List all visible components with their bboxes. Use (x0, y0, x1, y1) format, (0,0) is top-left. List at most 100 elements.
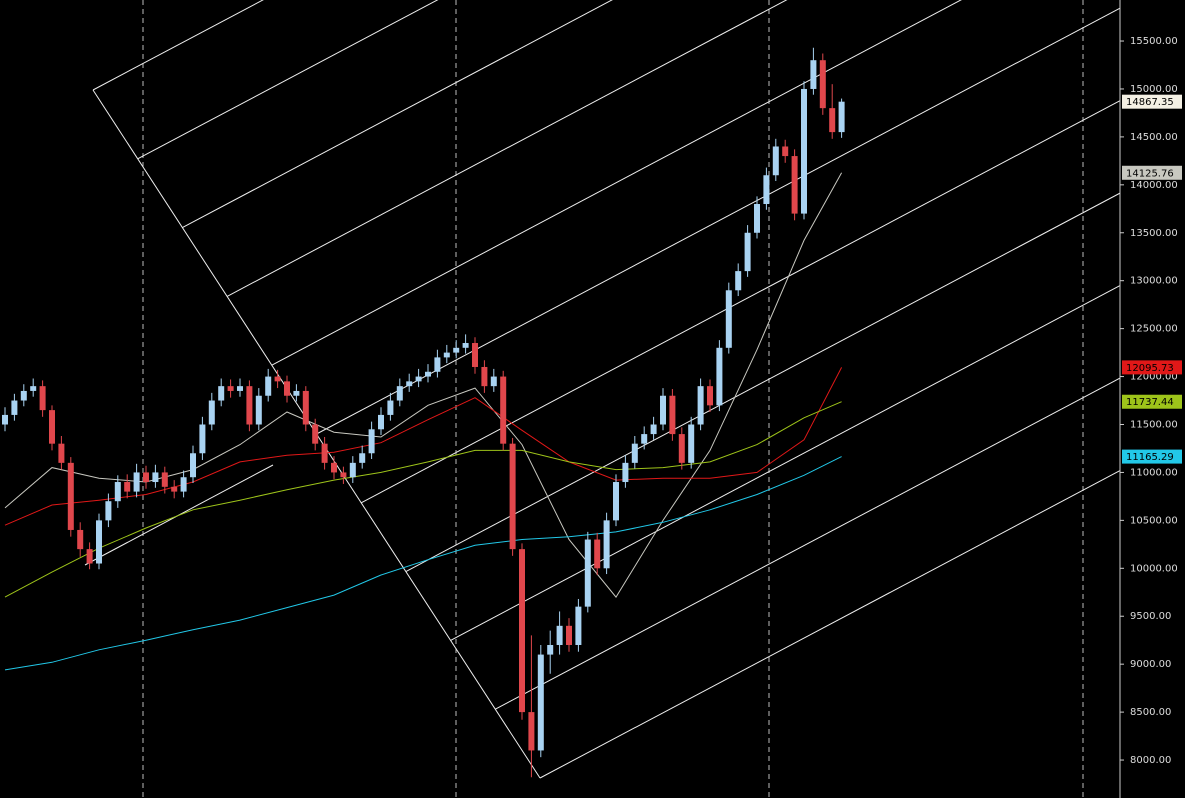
y-tick-label: 10000.00 (1130, 563, 1178, 574)
candle-body (124, 482, 131, 492)
time-separators (142, 0, 1084, 798)
candle-body (481, 366, 488, 387)
candle-body (302, 390, 309, 425)
candle-body (396, 386, 403, 401)
candle-body (603, 520, 610, 569)
candle-body (688, 424, 695, 463)
candle-body (443, 352, 450, 358)
candle-body (378, 414, 384, 430)
candle-body (49, 410, 55, 444)
y-tick-label: 14000.00 (1130, 180, 1178, 191)
y-tick-label: 8000.00 (1130, 755, 1171, 766)
candle-body (96, 520, 102, 564)
fork-line (271, 0, 962, 366)
y-tick-label: 10500.00 (1130, 515, 1178, 526)
candle-body (425, 371, 431, 377)
price-label-box (1122, 165, 1182, 180)
candle-body (274, 376, 281, 382)
candle-body (575, 606, 582, 645)
candle-body (293, 390, 300, 396)
candle-body (133, 472, 140, 492)
y-tick-label: 11500.00 (1130, 420, 1178, 431)
candle-body (697, 386, 704, 425)
candle-body (114, 482, 121, 502)
candle-body (161, 472, 168, 487)
candle-body (67, 462, 74, 530)
moving-average (4, 401, 842, 598)
candle-body (58, 443, 65, 463)
candle-body (255, 395, 262, 425)
candle-body (829, 108, 836, 133)
candle-body (509, 443, 516, 550)
candle-body (725, 290, 732, 348)
candle-body (331, 462, 337, 473)
candle-body (77, 529, 84, 550)
price-label-box (1122, 360, 1182, 375)
price-label: 11165.29 (1126, 452, 1174, 463)
moving-average (4, 456, 842, 671)
fork-line (137, 0, 439, 160)
candle-body (349, 462, 356, 478)
candle-body (208, 400, 215, 425)
y-tick-label: 13500.00 (1130, 228, 1178, 239)
candle-body (556, 625, 563, 645)
pitchfork (84, 0, 1121, 779)
fork-line (405, 192, 1121, 573)
fork-line (539, 470, 1121, 779)
candle-body (218, 386, 225, 401)
candle-body (782, 146, 789, 157)
candle-body (537, 654, 544, 751)
candle-body (406, 381, 413, 387)
candle-body (678, 434, 685, 463)
candle-body (735, 271, 742, 291)
candle-body (838, 101, 845, 133)
y-tick-label: 13000.00 (1130, 276, 1178, 287)
candle-body (716, 347, 723, 406)
candle-body (199, 424, 206, 454)
y-tick-label: 12500.00 (1130, 324, 1178, 335)
price-label: 11737.44 (1126, 397, 1174, 408)
candle-body (30, 386, 37, 391)
candle-body (744, 232, 751, 272)
price-label: 14867.35 (1126, 97, 1174, 108)
candle-body (387, 400, 394, 415)
candle-body (368, 429, 375, 454)
y-tick-label: 12000.00 (1130, 372, 1178, 383)
price-label: 14125.76 (1126, 168, 1174, 179)
candle-body (171, 486, 178, 492)
candle-body (227, 386, 234, 391)
candle-body (11, 400, 18, 415)
candle-body (490, 376, 497, 387)
y-tick-label: 9500.00 (1130, 611, 1171, 622)
fork-line (360, 100, 1121, 504)
candle-body (39, 386, 46, 411)
candle-body (180, 477, 187, 492)
candle-body (801, 88, 807, 214)
candle-body (772, 146, 779, 176)
fork-line (226, 0, 788, 297)
candle-body (434, 357, 441, 372)
candle-body (472, 343, 478, 367)
price-label: 12095.73 (1126, 363, 1174, 374)
candle-body (152, 472, 159, 483)
candle-body (707, 386, 713, 406)
candle-body (246, 386, 253, 425)
fork-line (182, 0, 613, 229)
candle-body (594, 539, 601, 569)
candle-body (20, 390, 27, 401)
y-tick-label: 8500.00 (1130, 707, 1171, 718)
fork-line (450, 285, 1121, 641)
candle-body (265, 376, 272, 396)
fork-line (316, 7, 1121, 435)
y-tick-label: 15500.00 (1130, 36, 1178, 47)
candle-body (340, 472, 347, 478)
candle-body (415, 376, 422, 382)
candle-body (650, 424, 657, 435)
y-tick-label: 9000.00 (1130, 659, 1171, 670)
price-label-box (1122, 394, 1182, 409)
candle-body (810, 60, 817, 89)
candle-body (566, 625, 572, 645)
candle-body (660, 395, 666, 425)
